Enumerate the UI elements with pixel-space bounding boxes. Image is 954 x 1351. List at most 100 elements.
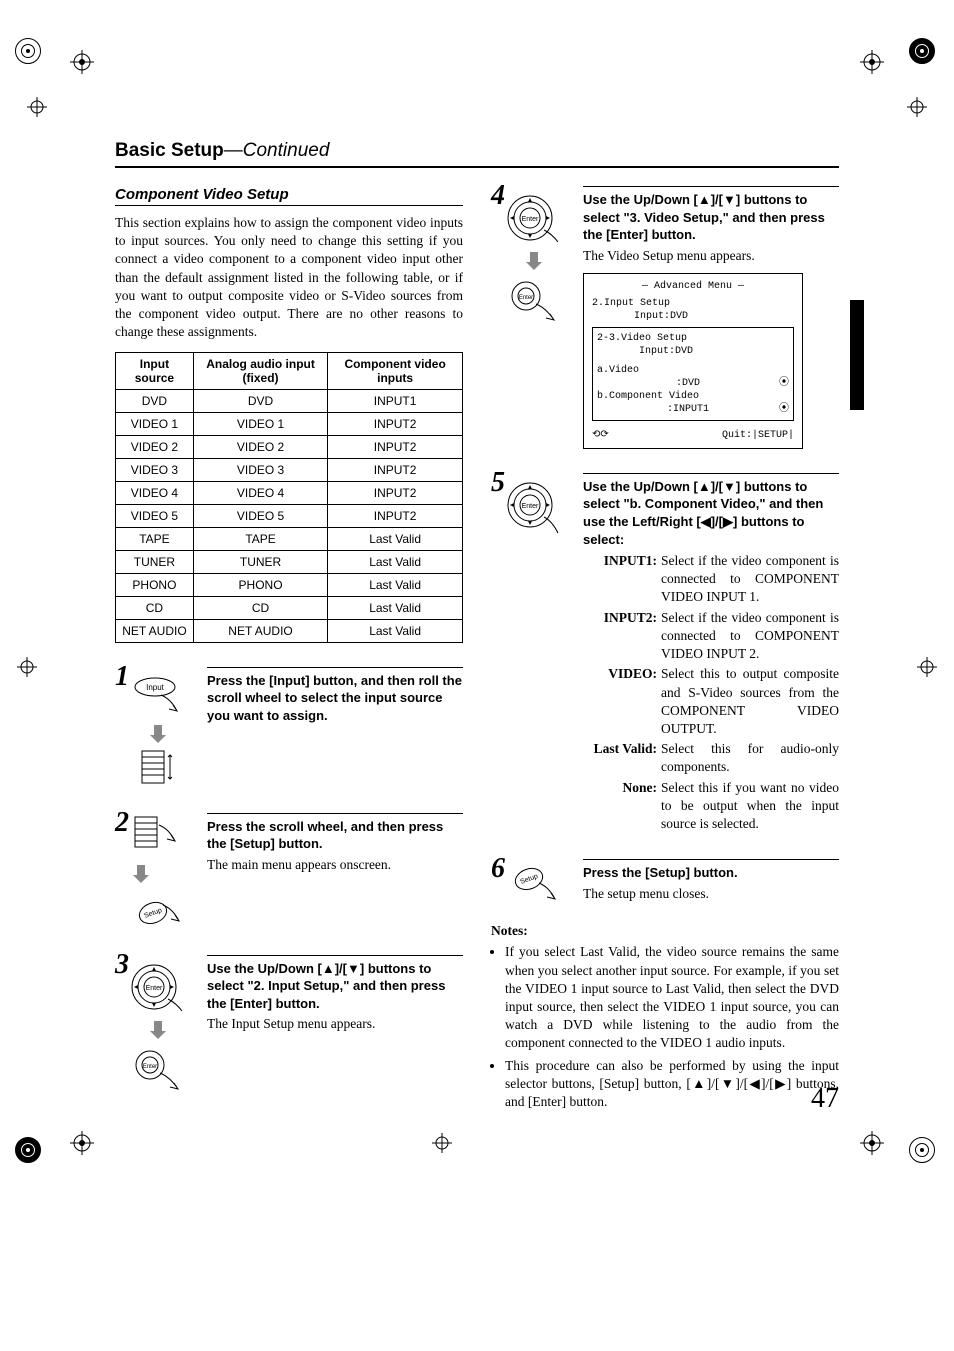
reg-mark bbox=[860, 50, 884, 74]
table-header: Input source bbox=[116, 352, 194, 389]
menu-screen: — Advanced Menu — 2.Input Setup Input:DV… bbox=[583, 273, 803, 449]
table-cell: VIDEO 2 bbox=[116, 435, 194, 458]
table-cell: TUNER bbox=[116, 550, 194, 573]
table-row: VIDEO 1VIDEO 1INPUT2 bbox=[116, 412, 463, 435]
definition-term: Last Valid: bbox=[583, 740, 661, 776]
intro-text: This section explains how to assign the … bbox=[115, 214, 463, 342]
definition-term: INPUT2: bbox=[583, 609, 661, 664]
step-number: 1 bbox=[115, 661, 129, 693]
table-cell: Last Valid bbox=[328, 596, 463, 619]
table-row: PHONOPHONOLast Valid bbox=[116, 573, 463, 596]
arrow-down-icon bbox=[526, 252, 542, 270]
step-number: 4 bbox=[491, 180, 505, 212]
step-number: 2 bbox=[115, 807, 129, 839]
step-number: 5 bbox=[491, 467, 505, 499]
table-cell: VIDEO 4 bbox=[116, 481, 194, 504]
scroll-press-icon bbox=[133, 815, 183, 859]
page-title-sep: — bbox=[224, 140, 243, 161]
setup-button-icon: Setup bbox=[133, 889, 183, 931]
step-note: The main menu appears onscreen. bbox=[207, 856, 463, 874]
reg-mark bbox=[70, 50, 94, 74]
notes-list: If you select Last Valid, the video sour… bbox=[491, 943, 839, 1111]
enter-wheel-icon: Enter bbox=[504, 192, 564, 246]
side-tab bbox=[850, 300, 864, 410]
table-cell: VIDEO 5 bbox=[116, 504, 194, 527]
svg-text:Enter: Enter bbox=[146, 985, 163, 992]
definition-text: Select this to output composite and S-Vi… bbox=[661, 665, 839, 738]
step-instruction: Use the Up/Down [▲]/[▼] buttons to selec… bbox=[583, 191, 839, 244]
reg-mark bbox=[905, 95, 929, 119]
table-row: DVDDVDINPUT1 bbox=[116, 389, 463, 412]
step-instruction: Press the [Input] button, and then roll … bbox=[207, 672, 463, 725]
svg-text:Enter: Enter bbox=[143, 1064, 157, 1070]
step-note: The Input Setup menu appears. bbox=[207, 1015, 463, 1033]
step-note: The Video Setup menu appears. bbox=[583, 247, 839, 265]
table-row: TUNERTUNERLast Valid bbox=[116, 550, 463, 573]
reg-mark bbox=[70, 1131, 94, 1155]
definition-row: INPUT2:Select if the video component is … bbox=[583, 609, 839, 664]
table-row: VIDEO 5VIDEO 5INPUT2 bbox=[116, 504, 463, 527]
table-cell: Last Valid bbox=[328, 550, 463, 573]
step-instruction: Press the scroll wheel, and then press t… bbox=[207, 818, 463, 853]
table-header: Component video inputs bbox=[328, 352, 463, 389]
definition-term: INPUT1: bbox=[583, 552, 661, 607]
table-cell: Last Valid bbox=[328, 573, 463, 596]
definition-row: None:Select this if you want no video to… bbox=[583, 779, 839, 834]
step-instruction: Press the [Setup] button. bbox=[583, 864, 839, 882]
step-number: 3 bbox=[115, 949, 129, 981]
scroll-wheel-icon bbox=[138, 749, 178, 789]
page-title-main: Basic Setup bbox=[115, 140, 224, 161]
svg-text:Enter: Enter bbox=[522, 503, 539, 510]
table-cell: VIDEO 3 bbox=[116, 458, 194, 481]
table-cell: INPUT2 bbox=[328, 504, 463, 527]
step-3: 3 Enter bbox=[115, 955, 463, 1095]
enter-wheel-icon: Enter bbox=[128, 961, 188, 1015]
reg-mark bbox=[15, 655, 39, 679]
setup-button-icon: Setup bbox=[509, 863, 559, 905]
crop-mark bbox=[15, 38, 45, 68]
left-column: Component Video Setup This section expla… bbox=[115, 186, 463, 1115]
step-instruction: Use the Up/Down [▲]/[▼] buttons to selec… bbox=[207, 960, 463, 1013]
reg-mark bbox=[25, 95, 49, 119]
page-title: Basic Setup—Continued bbox=[115, 140, 839, 168]
table-row: TAPETAPELast Valid bbox=[116, 527, 463, 550]
step-1: 1 Input bbox=[115, 667, 463, 789]
table-cell: NET AUDIO bbox=[116, 619, 194, 642]
table-cell: VIDEO 1 bbox=[193, 412, 327, 435]
table-row: VIDEO 2VIDEO 2INPUT2 bbox=[116, 435, 463, 458]
page-title-cont: Continued bbox=[243, 140, 330, 161]
input-button-icon: Input bbox=[133, 677, 183, 719]
section-title: Component Video Setup bbox=[115, 186, 463, 206]
definition-list: INPUT1:Select if the video component is … bbox=[583, 552, 839, 833]
svg-text:Enter: Enter bbox=[519, 295, 533, 301]
svg-text:Setup: Setup bbox=[143, 907, 163, 920]
table-cell: CD bbox=[193, 596, 327, 619]
table-cell: INPUT1 bbox=[328, 389, 463, 412]
table-cell: PHONO bbox=[116, 573, 194, 596]
definition-row: VIDEO:Select this to output composite an… bbox=[583, 665, 839, 738]
definition-term: None: bbox=[583, 779, 661, 834]
table-cell: DVD bbox=[116, 389, 194, 412]
assignment-table: Input source Analog audio input (fixed) … bbox=[115, 352, 463, 643]
table-cell: VIDEO 5 bbox=[193, 504, 327, 527]
note-item: If you select Last Valid, the video sour… bbox=[505, 943, 839, 1052]
definition-term: VIDEO: bbox=[583, 665, 661, 738]
table-row: CDCDLast Valid bbox=[116, 596, 463, 619]
table-cell: Last Valid bbox=[328, 619, 463, 642]
table-cell: VIDEO 2 bbox=[193, 435, 327, 458]
table-row: NET AUDIONET AUDIOLast Valid bbox=[116, 619, 463, 642]
table-cell: CD bbox=[116, 596, 194, 619]
table-cell: INPUT2 bbox=[328, 412, 463, 435]
table-cell: PHONO bbox=[193, 573, 327, 596]
table-cell: INPUT2 bbox=[328, 481, 463, 504]
enter-press-icon: Enter bbox=[130, 1045, 186, 1095]
arrow-down-icon bbox=[133, 865, 149, 883]
table-cell: TUNER bbox=[193, 550, 327, 573]
table-cell: TAPE bbox=[116, 527, 194, 550]
enter-wheel-icon: Enter bbox=[504, 479, 564, 537]
table-header: Analog audio input (fixed) bbox=[193, 352, 327, 389]
reg-mark bbox=[915, 655, 939, 679]
table-cell: NET AUDIO bbox=[193, 619, 327, 642]
table-cell: INPUT2 bbox=[328, 435, 463, 458]
note-item: This procedure can also be performed by … bbox=[505, 1057, 839, 1112]
